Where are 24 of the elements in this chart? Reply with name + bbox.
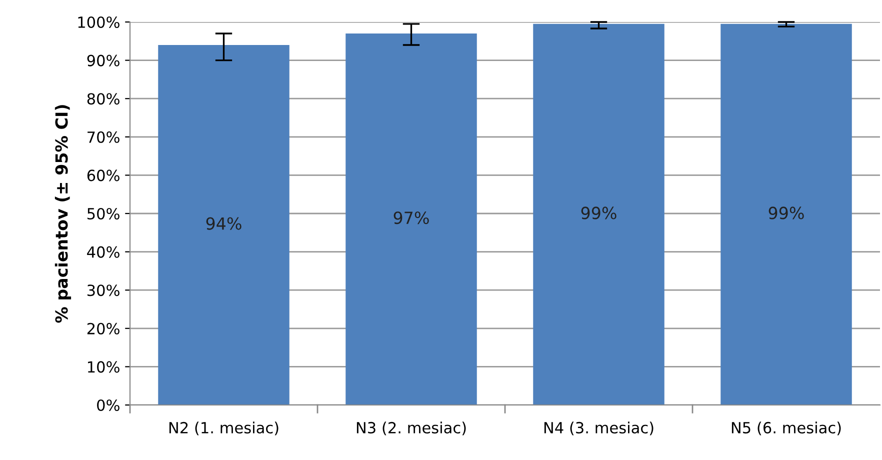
bar (346, 33, 477, 405)
data-label: 97% (394, 211, 429, 224)
y-tick-label: 60% (87, 170, 120, 182)
y-tick-label: 70% (88, 131, 120, 143)
y-tick-label: 30% (87, 284, 120, 296)
x-tick-label: N5 (6. mesiac) (732, 422, 841, 436)
y-tick-label: 100% (78, 16, 120, 28)
data-label: 99% (768, 206, 804, 220)
bar (158, 44, 290, 405)
y-tick-label: 10% (88, 361, 120, 373)
data-label: 99% (581, 206, 616, 220)
x-tick-label: N4 (3. mesiac) (544, 422, 654, 436)
y-tick-label: 40% (87, 246, 120, 258)
y-tick-label: 80% (87, 93, 120, 105)
y-tick-label: 20% (87, 322, 120, 334)
data-label: 94% (206, 217, 242, 230)
x-tick-label: N3 (2. mesiac) (356, 422, 466, 436)
y-axis-title: % pacientov (± 95% CI) (54, 105, 72, 323)
y-tick-label: 0% (97, 399, 120, 412)
y-tick-label: 90% (87, 54, 120, 66)
x-tick-label: N2 (1. mesiac) (169, 422, 278, 436)
y-tick-label: 50% (88, 208, 120, 220)
bar (720, 24, 852, 405)
bar (533, 24, 664, 405)
